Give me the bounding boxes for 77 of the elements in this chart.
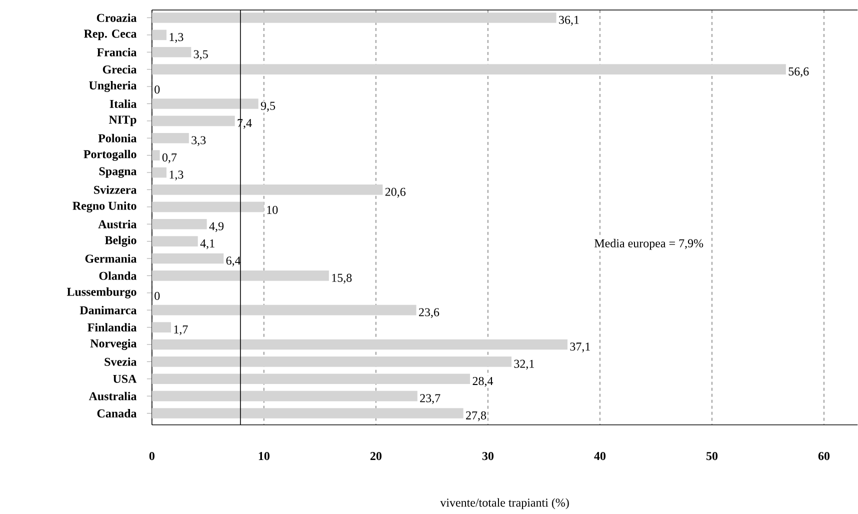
data-label: 4,1 — [200, 240, 214, 250]
data-label: 4,9 — [209, 222, 224, 232]
bar — [152, 219, 207, 230]
bar — [152, 184, 383, 195]
x-tick-label: 40 — [594, 452, 606, 460]
bar — [152, 116, 235, 126]
data-label: 0 — [154, 292, 160, 300]
y-tick-label: NITp — [108, 116, 136, 126]
x-axis-title: vivente/totale trapianti (%) — [440, 498, 569, 510]
x-tick-label: 50 — [706, 452, 718, 460]
data-label: 37,1 — [570, 342, 590, 353]
y-tick-label: Danimarca — [80, 306, 137, 314]
data-label: 32,1 — [514, 360, 534, 370]
y-tick-label: Belgio — [104, 236, 136, 247]
y-tick-label: Olanda — [99, 272, 137, 280]
data-label: 20,6 — [385, 188, 406, 198]
data-label: 3,5 — [194, 50, 208, 60]
bar — [152, 270, 329, 281]
data-label: 23,7 — [420, 394, 440, 404]
y-tick-label: Rep. Ceca — [84, 30, 137, 40]
data-label: 0,7 — [162, 154, 177, 164]
y-tick-label: Italia — [110, 100, 137, 108]
bar — [152, 64, 786, 75]
x-tick-label: 60 — [818, 452, 830, 460]
bar — [152, 167, 166, 178]
x-tick-label: 10 — [258, 452, 270, 460]
y-tick-label: Francia — [96, 48, 137, 56]
y-tick-label: Lussemburgo — [66, 288, 136, 299]
data-label: 0 — [154, 86, 160, 94]
x-tick-label: 20 — [370, 452, 382, 460]
data-label: 36,1 — [559, 16, 579, 26]
y-tick-label: Ungheria — [89, 81, 137, 92]
data-label: 3,3 — [192, 136, 206, 146]
y-tick-label: Portogallo — [84, 150, 136, 161]
bar — [152, 30, 166, 40]
data-label: 28,4 — [472, 377, 494, 387]
y-tick-label: Finlandia — [88, 323, 137, 332]
bar — [152, 391, 418, 402]
bar — [152, 322, 171, 333]
bar — [152, 47, 192, 58]
data-label: 1,7 — [174, 326, 188, 336]
bar — [152, 236, 198, 247]
y-tick-label: Svezia — [104, 358, 137, 366]
data-label: 23,6 — [419, 308, 440, 318]
y-tick-label: Austria — [98, 220, 137, 228]
bar — [152, 202, 264, 212]
y-tick-label: Croazia — [96, 14, 137, 22]
data-label: 9,5 — [260, 102, 276, 112]
data-label: 56,6 — [788, 68, 809, 78]
bar — [152, 339, 568, 350]
bar — [152, 253, 224, 264]
bar — [152, 133, 189, 144]
bar — [152, 12, 556, 24]
data-label: 1,3 — [170, 33, 184, 43]
bar — [152, 150, 160, 161]
bar — [152, 356, 512, 367]
y-tick-label: Germania — [85, 254, 137, 263]
y-tick-label: Grecia — [102, 65, 137, 74]
ref-line-label: Media europea = 7,9% — [594, 239, 704, 250]
bar — [152, 305, 416, 316]
y-tick-label: Spagna — [99, 167, 137, 178]
data-label: 15,8 — [332, 274, 352, 284]
data-label: 27,8 — [466, 411, 486, 422]
y-tick-label: USA — [113, 374, 137, 384]
bar — [152, 374, 470, 384]
bar — [152, 98, 258, 110]
y-tick-label: Canada — [97, 409, 137, 418]
y-tick-label: Australia — [88, 392, 137, 400]
y-tick-label: Polonia — [98, 134, 137, 142]
y-tick-label: Norvegia — [90, 339, 137, 350]
bar — [152, 408, 464, 419]
data-label: 10 — [267, 206, 278, 214]
x-tick-label: 30 — [482, 452, 494, 460]
y-tick-label: Regno Unito — [72, 202, 136, 213]
x-tick-label: 0 — [149, 452, 154, 460]
data-label: 1,3 — [170, 170, 184, 181]
y-tick-label: Svizzera — [94, 186, 137, 194]
